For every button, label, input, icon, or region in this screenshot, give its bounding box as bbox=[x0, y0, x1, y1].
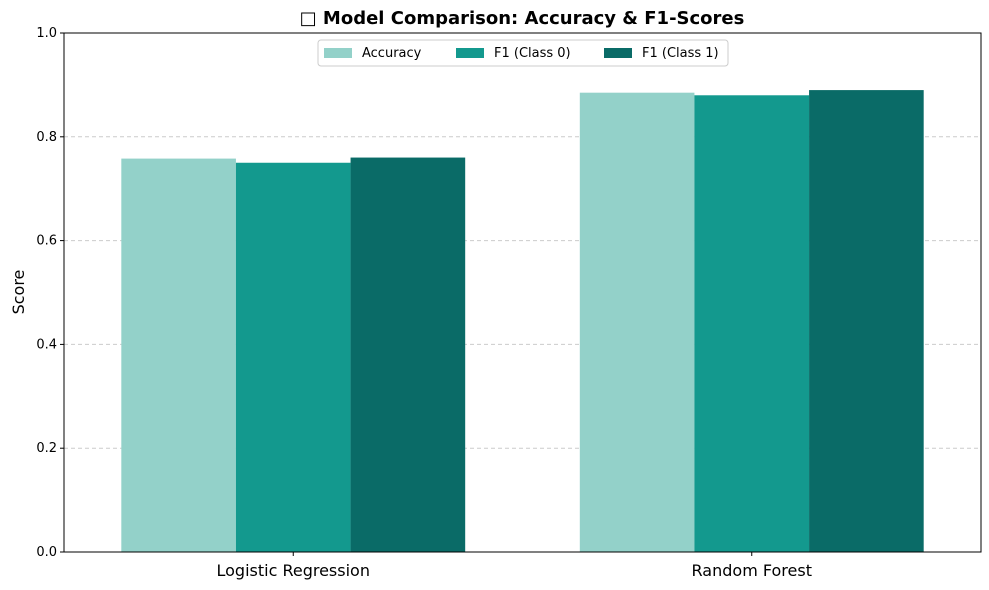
legend-swatch bbox=[604, 48, 632, 58]
bar-f1-class-0 bbox=[235, 162, 351, 552]
legend-box bbox=[317, 39, 729, 67]
legend-label: Accuracy bbox=[362, 46, 422, 61]
legend-swatch bbox=[324, 48, 352, 58]
bar-accuracy bbox=[579, 92, 695, 552]
bar-f1-class-1 bbox=[809, 90, 924, 552]
bar-accuracy bbox=[121, 158, 236, 552]
legend-label: F1 (Class 1) bbox=[642, 46, 719, 61]
legend-label: F1 (Class 0) bbox=[494, 46, 571, 61]
y-axis-title: Score bbox=[9, 270, 28, 315]
plot-frame bbox=[63, 32, 982, 553]
y-tick-label: 0.4 bbox=[36, 337, 57, 352]
y-tick-label: 0.0 bbox=[36, 545, 57, 560]
x-tick-label: Logistic Regression bbox=[217, 561, 370, 580]
legend: Accuracy F1 (Class 0) F1 (Class 1) bbox=[317, 39, 729, 67]
y-tick-label: 0.8 bbox=[36, 130, 57, 145]
bar-f1-class-1 bbox=[350, 157, 466, 552]
x-axis: Logistic Regression Random Forest bbox=[217, 552, 812, 580]
x-tick-label: Random Forest bbox=[692, 561, 812, 580]
legend-swatch bbox=[456, 48, 484, 58]
y-tick-label: 0.6 bbox=[36, 234, 57, 249]
bar-f1-class-0 bbox=[694, 95, 810, 552]
y-tick-label: 0.2 bbox=[36, 441, 57, 456]
y-tick-label: 1.0 bbox=[36, 26, 57, 41]
bars bbox=[121, 90, 924, 552]
y-axis: 0.0 0.2 0.4 0.6 0.8 1.0 bbox=[36, 26, 64, 560]
chart-title: □ Model Comparison: Accuracy & F1-Scores bbox=[300, 8, 745, 29]
